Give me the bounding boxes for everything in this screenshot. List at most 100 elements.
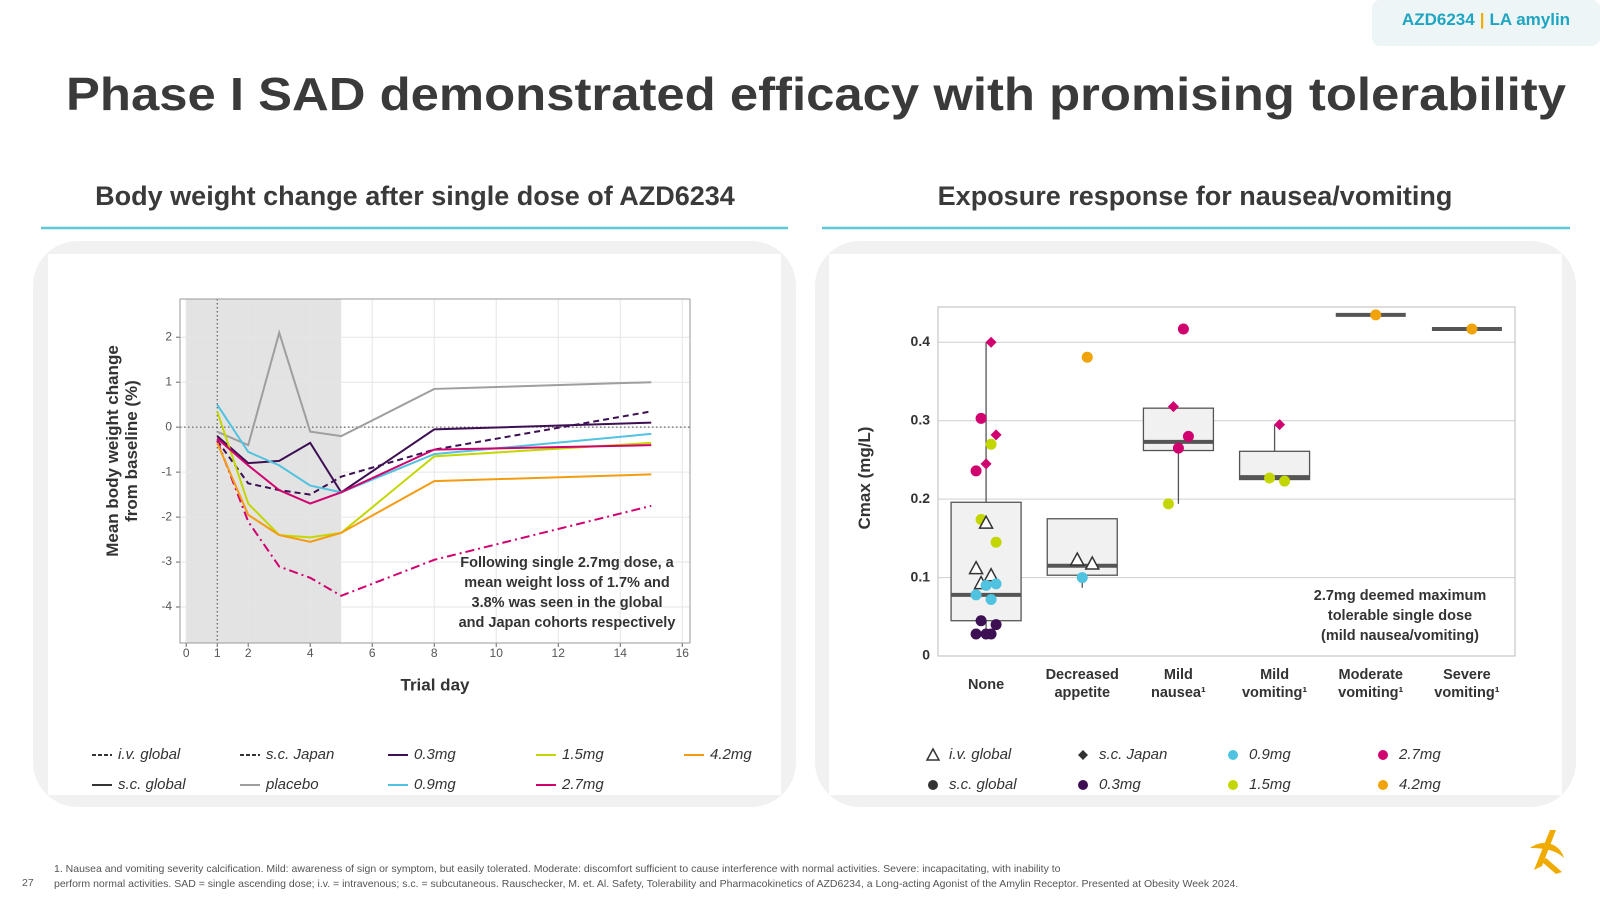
- series-line: [216, 440, 652, 597]
- legend-label: 0.3mg: [414, 746, 456, 763]
- x-tick-label: 12: [552, 646, 566, 660]
- point: [990, 619, 1002, 631]
- x-tick-label: Mild nausea¹: [1151, 667, 1206, 701]
- logo: [1530, 830, 1564, 874]
- y-tick-label: 0.3: [911, 411, 931, 427]
- legend-label: s.c. Japan: [266, 746, 334, 763]
- legend-label: 0.3mg: [1099, 776, 1141, 793]
- legend-label: 0.9mg: [1249, 746, 1291, 763]
- legend-label: s.c. Japan: [1099, 746, 1167, 763]
- tag: AZD6234 | LA amylin: [1402, 10, 1570, 29]
- series-line: [216, 442, 652, 543]
- x-axis-label: Trial day: [401, 675, 471, 694]
- legend-label: s.c. global: [118, 776, 186, 793]
- y-tick-label: 0: [922, 647, 930, 663]
- logo-part: [1534, 830, 1556, 870]
- point: [970, 628, 982, 640]
- legend-label: 1.5mg: [562, 746, 604, 763]
- legend-label: 4.2mg: [1399, 776, 1441, 793]
- point: [1172, 442, 1184, 454]
- point: [980, 579, 992, 591]
- y-tick-label: -1: [161, 464, 172, 478]
- x-tick-label: None: [967, 677, 1005, 693]
- x-tick-label: 1: [214, 646, 221, 660]
- point: [985, 438, 997, 450]
- point: [1081, 351, 1093, 363]
- point: [1370, 309, 1382, 321]
- legend-label: 1.5mg: [1249, 776, 1291, 793]
- y-tick-label: 0.2: [911, 490, 931, 506]
- legend-label: 2.7mg: [1398, 746, 1441, 763]
- series-line: [216, 329, 652, 447]
- y-tick-label: 2: [165, 329, 172, 343]
- legend-label: 4.2mg: [710, 746, 752, 763]
- shaded-region: [186, 299, 342, 643]
- point: [970, 465, 982, 477]
- annotation: Following single 2.7mg dose, a mean weig…: [458, 555, 676, 631]
- y-tick-label: -3: [161, 554, 172, 568]
- plot-border: [179, 298, 691, 644]
- x-tick-label: 8: [431, 646, 438, 660]
- point: [985, 628, 997, 640]
- tag-part: AZD6234: [1402, 10, 1475, 29]
- point: [990, 536, 1002, 548]
- legend-label: 2.7mg: [561, 776, 604, 793]
- annotation: 2.7mg deemed maximum tolerable single do…: [1313, 588, 1487, 644]
- x-tick-label: 6: [369, 646, 376, 660]
- series-line: [216, 410, 652, 496]
- point: [1162, 498, 1174, 510]
- panel-title: Body weight change after single dose of …: [95, 181, 735, 211]
- point: [985, 336, 997, 348]
- y-tick-label: -4: [161, 599, 172, 613]
- point: [1274, 419, 1286, 431]
- x-tick-label: Mild vomiting¹: [1241, 667, 1308, 701]
- x-tick-label: 10: [490, 646, 504, 660]
- point: [975, 412, 987, 424]
- legend-label: s.c. global: [949, 776, 1017, 793]
- point: [985, 594, 997, 606]
- y-tick-label: 0.4: [911, 333, 931, 349]
- tag-part: LA amylin: [1489, 10, 1570, 29]
- point: [1279, 475, 1291, 487]
- point: [1069, 551, 1086, 566]
- x-tick-label: Severe vomiting¹: [1434, 667, 1500, 701]
- series-line: [216, 421, 652, 494]
- series-line: [216, 404, 652, 494]
- x-tick-label: 4: [307, 646, 314, 660]
- panel-inner: [829, 254, 1562, 795]
- legend-marker: [928, 780, 938, 790]
- slide-title: Phase I SAD demonstrated efficacy with p…: [66, 68, 1566, 120]
- point: [1466, 323, 1478, 335]
- legend-marker: [1228, 780, 1238, 790]
- legend-label: 0.9mg: [414, 776, 456, 793]
- point: [1182, 430, 1194, 442]
- x-tick-label: Decreased appetite: [1045, 667, 1119, 701]
- legend-marker: [1378, 750, 1388, 760]
- legend-label: i.v. global: [949, 746, 1012, 763]
- x-tick-label: Moderate vomiting¹: [1338, 667, 1404, 701]
- point: [1076, 572, 1088, 584]
- point: [970, 589, 982, 601]
- y-tick-label: -2: [161, 509, 172, 523]
- panel-title: Exposure response for nausea/vomiting: [938, 181, 1453, 211]
- plot-border: [937, 306, 1516, 657]
- point: [990, 578, 1002, 590]
- point: [980, 458, 992, 470]
- legend-marker: [1078, 780, 1088, 790]
- footnote: 1. Nausea and vomiting severity calcific…: [54, 863, 1239, 890]
- logo-part: [1530, 843, 1564, 858]
- series-line: [216, 437, 652, 505]
- point: [990, 429, 1002, 441]
- legend-label: i.v. global: [118, 746, 181, 763]
- y-tick-label: 0: [165, 419, 172, 433]
- series-line: [216, 411, 652, 539]
- point: [978, 514, 994, 529]
- logo-part: [1542, 858, 1562, 874]
- legend-marker: [1078, 750, 1088, 760]
- legend-marker: [1228, 750, 1238, 760]
- tag-box: [1372, 0, 1600, 46]
- point: [975, 615, 987, 627]
- point: [1177, 323, 1189, 335]
- legend-marker: [1378, 780, 1388, 790]
